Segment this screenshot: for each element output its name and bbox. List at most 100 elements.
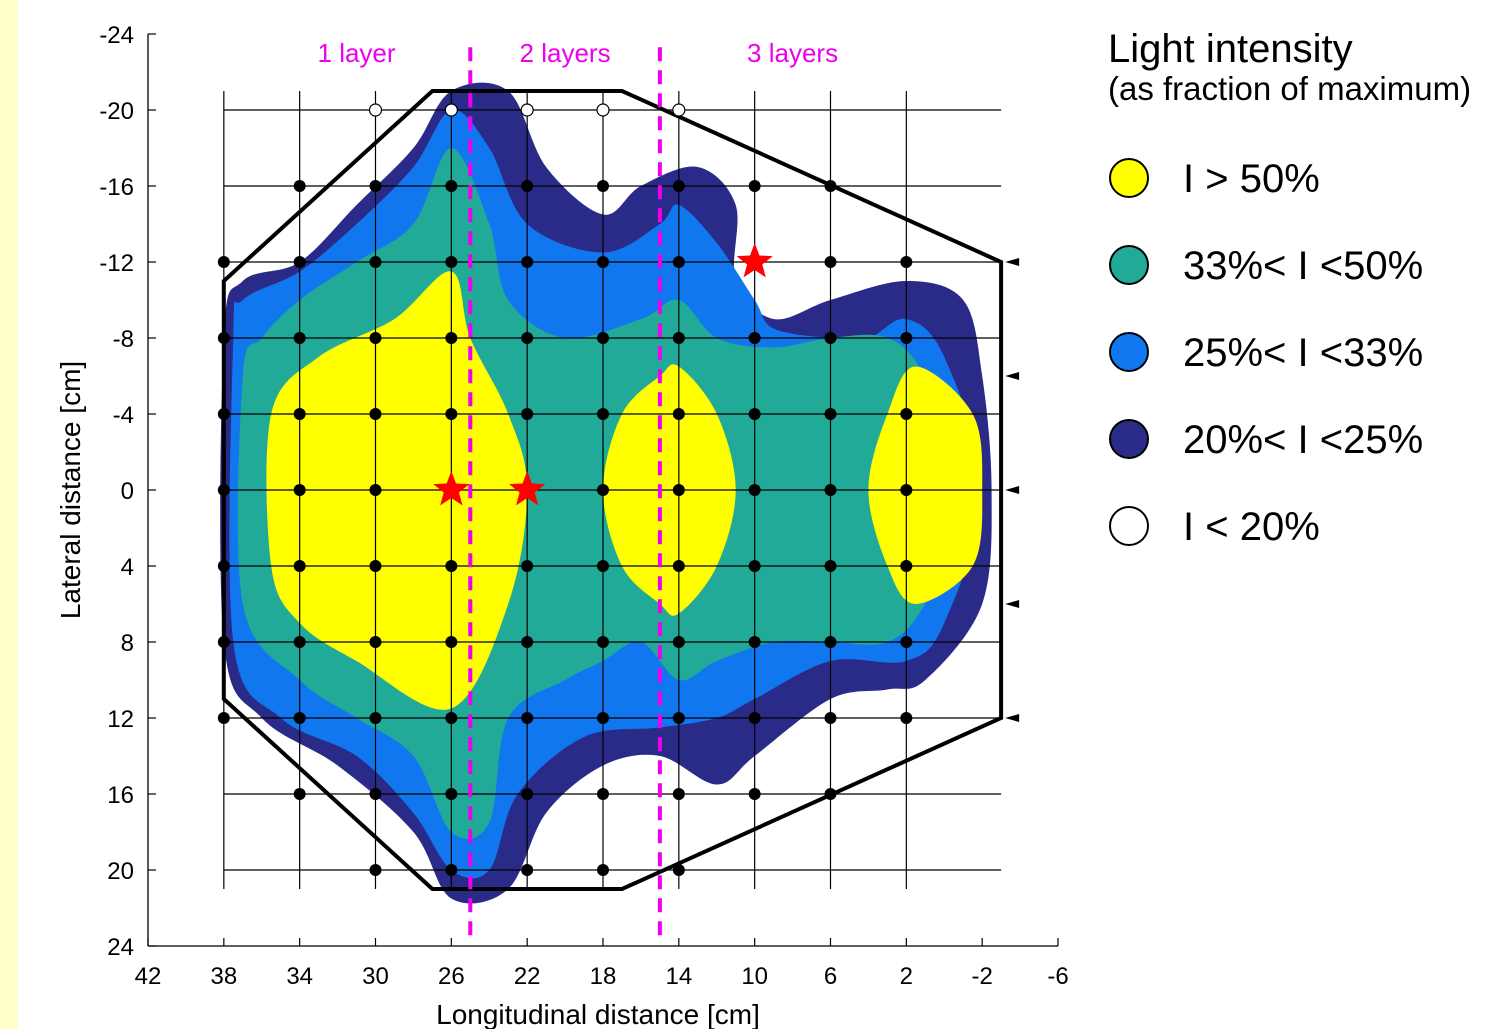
filled-point xyxy=(672,332,685,344)
filled-point xyxy=(672,484,685,496)
measurement-points xyxy=(217,103,913,876)
y-tick-label: 4 xyxy=(121,554,134,581)
filled-point xyxy=(217,408,230,420)
filled-point xyxy=(445,636,458,648)
filled-point xyxy=(748,484,761,496)
filled-point xyxy=(900,560,913,572)
y-tick-label: 16 xyxy=(107,782,134,809)
filled-point xyxy=(900,256,913,268)
x-tick-label: -6 xyxy=(1047,963,1068,990)
filled-point xyxy=(672,864,685,876)
x-tick-label: 18 xyxy=(590,963,617,990)
x-tick-label: 2 xyxy=(900,963,913,990)
legend: Light intensity (as fraction of maximum)… xyxy=(1108,27,1471,549)
legend-entry: I > 50% xyxy=(1109,157,1320,201)
y-tick-label: 0 xyxy=(121,478,134,505)
arrow-head xyxy=(1005,486,1020,494)
filled-point xyxy=(748,636,761,648)
filled-point xyxy=(900,712,913,724)
filled-point xyxy=(369,864,382,876)
legend-entry: I < 20% xyxy=(1109,505,1320,549)
legend-label: I < 20% xyxy=(1183,505,1320,549)
x-tick-label: 30 xyxy=(362,963,389,990)
y-tick-label: -16 xyxy=(99,174,134,201)
filled-point xyxy=(445,788,458,800)
filled-point xyxy=(900,408,913,420)
filled-point xyxy=(369,484,382,496)
y-tick-label: -24 xyxy=(99,22,134,49)
open-point xyxy=(596,103,610,117)
boundary-outline xyxy=(221,89,1004,891)
y-tick-label: -20 xyxy=(99,98,134,125)
y-tick-label: -8 xyxy=(113,326,134,353)
filled-point xyxy=(597,712,609,724)
filled-point xyxy=(900,636,913,648)
filled-point xyxy=(824,484,837,496)
filled-point xyxy=(748,180,761,192)
x-tick-label: 42 xyxy=(135,963,162,990)
filled-point xyxy=(824,560,837,572)
filled-point xyxy=(597,256,609,268)
legend-label: 25%< I <33% xyxy=(1183,331,1423,375)
filled-point xyxy=(217,484,230,496)
filled-point xyxy=(521,332,534,344)
filled-point xyxy=(217,712,230,724)
filled-point xyxy=(597,788,609,800)
open-point xyxy=(520,103,534,117)
boundary-polygon xyxy=(221,89,1004,891)
filled-point xyxy=(217,332,230,344)
y-tick-label: 20 xyxy=(107,858,134,885)
filled-point xyxy=(293,484,306,496)
filled-point xyxy=(293,332,306,344)
filled-point xyxy=(900,484,913,496)
arrow-head xyxy=(1005,600,1020,608)
layer-label: 1 layer xyxy=(318,38,396,68)
open-point xyxy=(368,103,383,117)
star-markers xyxy=(433,243,773,506)
legend-swatch xyxy=(1109,245,1149,285)
arrow-head xyxy=(1005,372,1020,380)
legend-entry: 33%< I <50% xyxy=(1109,244,1423,288)
arrow-head xyxy=(1005,714,1020,722)
y-axis-title: Lateral distance [cm] xyxy=(55,361,86,619)
filled-point xyxy=(900,332,913,344)
filled-point xyxy=(445,256,458,268)
x-tick-label: 26 xyxy=(438,963,465,990)
filled-point xyxy=(369,712,382,724)
filled-point xyxy=(369,180,382,192)
light-intensity-chart: 1 layer 2 layers 3 layers 42 38 34 30 26 22 18 14… xyxy=(55,22,1471,1029)
filled-point xyxy=(521,256,534,268)
filled-point xyxy=(824,180,837,192)
filled-point xyxy=(521,864,534,876)
filled-point xyxy=(672,712,685,724)
layer-label: 2 layers xyxy=(520,38,611,68)
filled-point xyxy=(597,560,609,572)
filled-point xyxy=(293,712,306,724)
filled-point xyxy=(369,256,382,268)
star-marker xyxy=(736,243,773,278)
filled-point xyxy=(369,788,382,800)
legend-subtitle: (as fraction of maximum) xyxy=(1108,70,1471,107)
filled-point xyxy=(748,560,761,572)
filled-point xyxy=(748,788,761,800)
filled-point xyxy=(445,408,458,420)
filled-point xyxy=(824,408,837,420)
legend-swatch xyxy=(1109,506,1149,546)
filled-point xyxy=(824,712,837,724)
star-marker xyxy=(433,471,470,506)
arrow-head xyxy=(1005,258,1020,266)
filled-point xyxy=(597,180,609,192)
y-tick-label: -12 xyxy=(99,250,134,277)
open-point xyxy=(672,103,686,117)
filled-point xyxy=(824,636,837,648)
filled-point xyxy=(597,332,609,344)
filled-point xyxy=(445,560,458,572)
filled-point xyxy=(293,408,306,420)
filled-point xyxy=(521,636,534,648)
filled-point xyxy=(369,560,382,572)
x-tick-label: 6 xyxy=(824,963,837,990)
x-axis-title: Longitudinal distance [cm] xyxy=(436,999,760,1029)
filled-point xyxy=(672,788,685,800)
filled-point xyxy=(369,636,382,648)
